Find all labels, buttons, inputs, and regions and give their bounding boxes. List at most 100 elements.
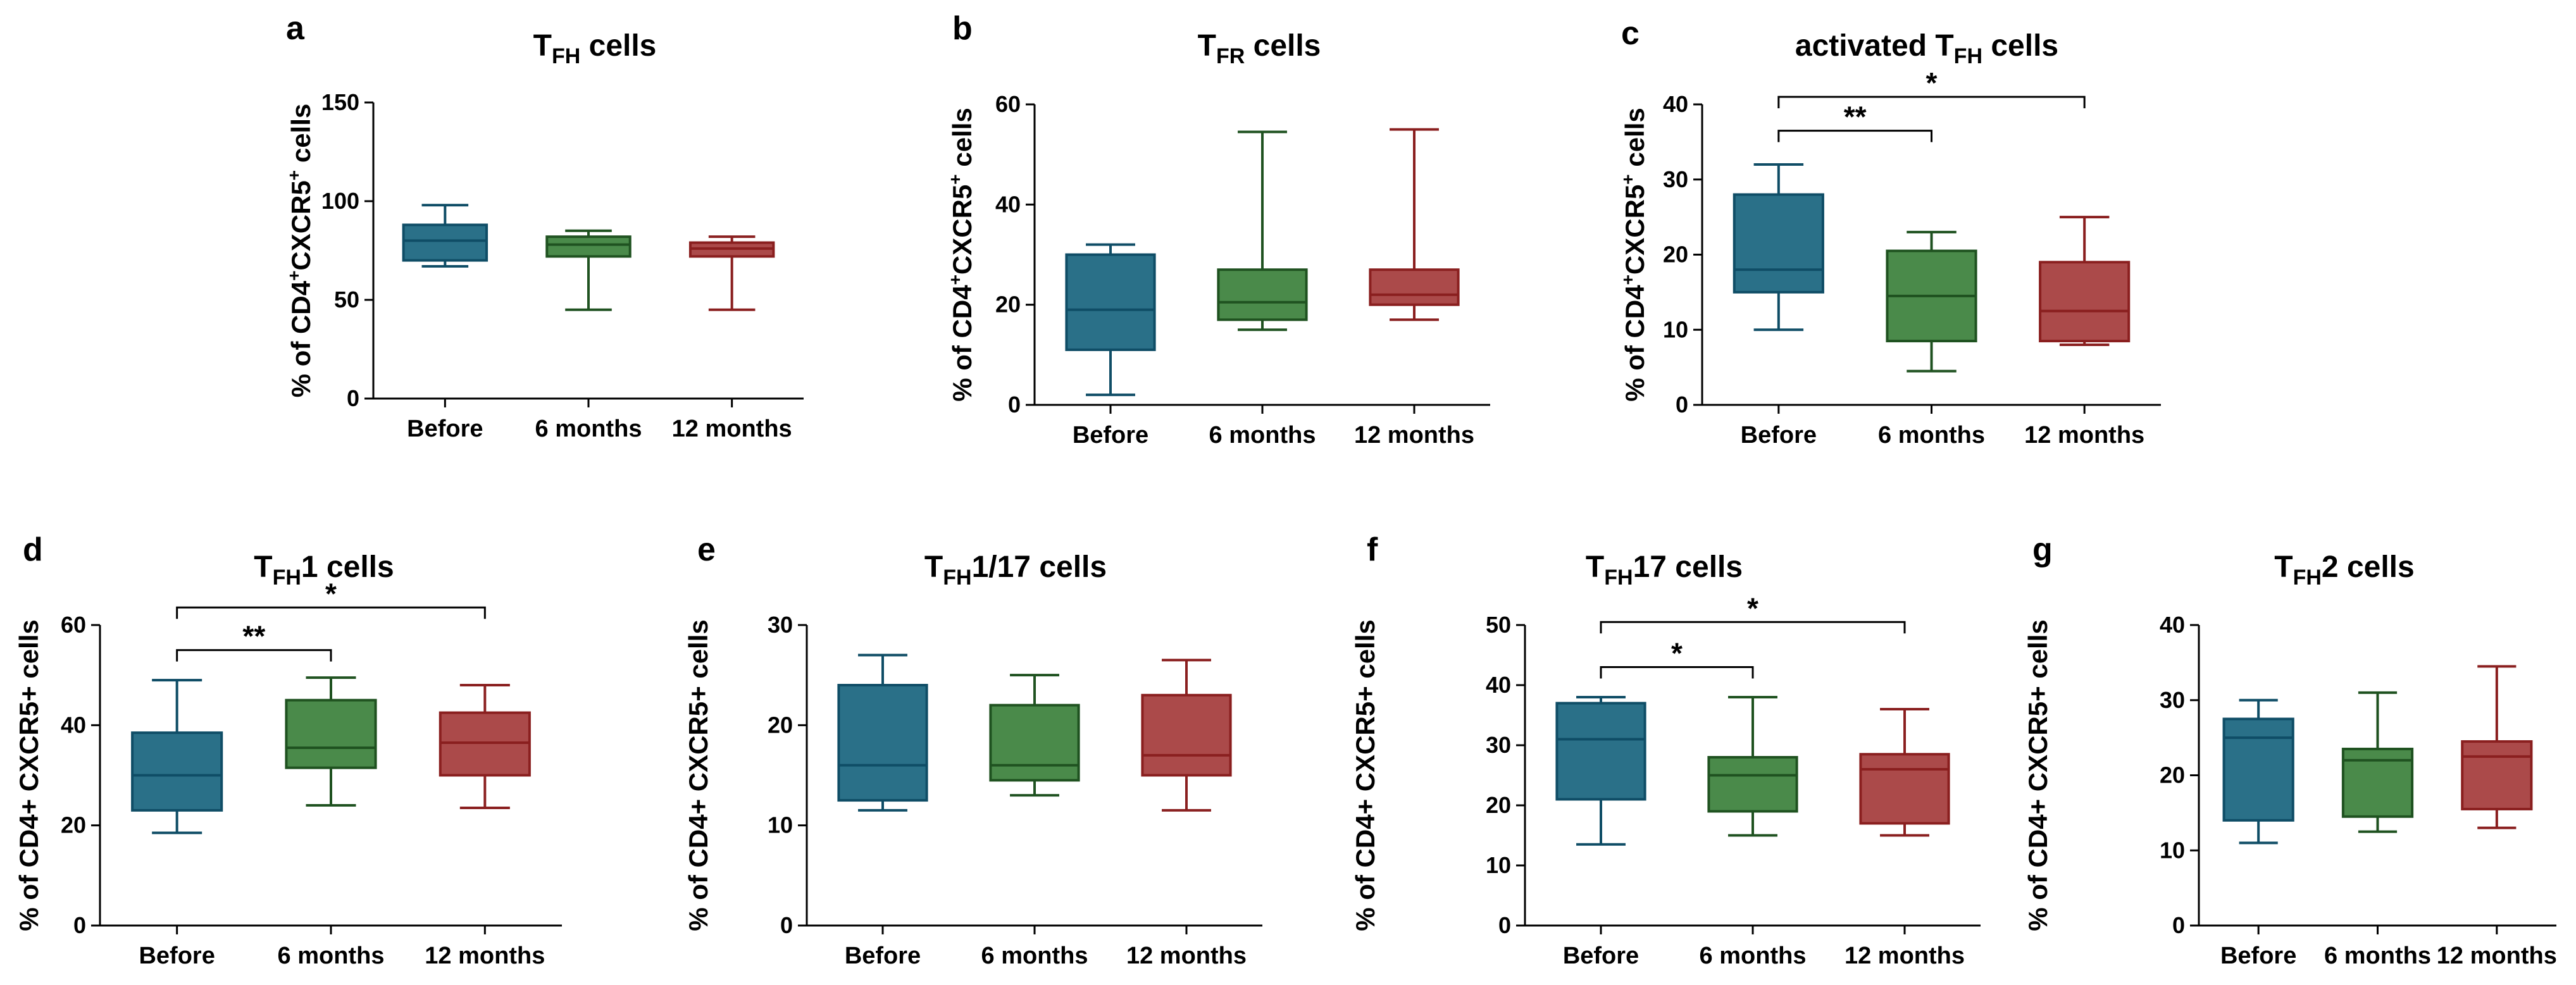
iqr-box bbox=[1859, 753, 1950, 825]
y-tick-label: 10 bbox=[1486, 852, 1511, 878]
box-3 bbox=[1859, 708, 1950, 837]
y-axis-label: % of CD4+CXCR5+ cells bbox=[284, 104, 316, 398]
x-tick-label: 6 months bbox=[1878, 422, 1985, 449]
y-tick-label: 30 bbox=[2160, 687, 2185, 713]
iqr-box bbox=[2222, 717, 2294, 822]
iqr-box bbox=[285, 698, 377, 769]
y-tick-label: 30 bbox=[768, 612, 793, 638]
y-tick-label: 60 bbox=[995, 91, 1021, 117]
iqr-box bbox=[2039, 261, 2131, 343]
chart-title: TFH1 cells bbox=[254, 550, 394, 590]
panel-b: b TFR cells % of CD4+CXCR5+ cells 0 20 40 60 Be… bbox=[945, 10, 1490, 449]
y-tick-label: 20 bbox=[995, 292, 1021, 318]
x-tick-label: Before bbox=[2220, 943, 2296, 969]
box-1 bbox=[2222, 698, 2294, 845]
chart-title: TFR cells bbox=[1198, 29, 1321, 68]
box-3 bbox=[1141, 659, 1232, 812]
chart-title: activated TFH cells bbox=[1795, 29, 2058, 68]
significance-label: * bbox=[325, 577, 337, 610]
iqr-box bbox=[1217, 268, 1308, 321]
x-tick-label: Before bbox=[1073, 422, 1148, 449]
panel-e: e TFH1/17 cells % of CD4+ CXCR5+ cells 0 10 2… bbox=[683, 531, 1262, 969]
iqr-box bbox=[545, 235, 632, 258]
box-2 bbox=[285, 676, 377, 807]
panel-letter: b bbox=[952, 10, 973, 47]
panel-letter: g bbox=[2032, 531, 2053, 568]
significance-bracket: * bbox=[1600, 592, 1906, 634]
box-1 bbox=[402, 204, 488, 268]
y-tick-label: 30 bbox=[1663, 166, 1688, 192]
x-tick-label: Before bbox=[407, 416, 483, 442]
box-3 bbox=[688, 235, 775, 311]
y-axis-label: % of CD4+ CXCR5+ cells bbox=[1350, 619, 1380, 931]
y-tick-label: 0 bbox=[1498, 912, 1511, 938]
significance-label: * bbox=[1926, 66, 1938, 99]
x-tick-label: Before bbox=[1741, 422, 1817, 449]
significance-bracket: * bbox=[176, 577, 486, 619]
x-tick-label: 6 months bbox=[535, 416, 642, 442]
y-tick-label: 50 bbox=[334, 287, 359, 313]
x-tick-label: Before bbox=[1563, 943, 1639, 969]
y-tick-label: 40 bbox=[61, 712, 86, 738]
iqr-box bbox=[1141, 693, 1232, 777]
box-1 bbox=[1065, 243, 1156, 397]
y-tick-label: 10 bbox=[1663, 316, 1688, 342]
y-axis-label: % of CD4+CXCR5+ cells bbox=[945, 108, 977, 402]
panel-letter: d bbox=[23, 531, 43, 568]
y-tick-label: 40 bbox=[995, 191, 1021, 217]
chart-title: TFH2 cells bbox=[2274, 550, 2414, 590]
y-tick-label: 20 bbox=[2160, 762, 2185, 788]
y-tick-label: 40 bbox=[1486, 672, 1511, 698]
iqr-box bbox=[837, 684, 928, 802]
panel-c: c activated TFH cells % of CD4+CXCR5+ cell… bbox=[1618, 15, 2161, 449]
box-1 bbox=[837, 654, 928, 812]
x-tick-label: Before bbox=[845, 943, 921, 969]
box-2 bbox=[1217, 130, 1308, 331]
iqr-box bbox=[402, 223, 488, 262]
y-tick-label: 20 bbox=[1663, 242, 1688, 268]
y-axis-label: % of CD4+ CXCR5+ cells bbox=[2023, 619, 2053, 931]
box-1 bbox=[1555, 696, 1646, 846]
x-tick-label: Before bbox=[139, 943, 215, 969]
y-tick-label: 20 bbox=[1486, 792, 1511, 818]
y-tick-label: 20 bbox=[768, 712, 793, 738]
panel-d: d TFH1 cells % of CD4+ CXCR5+ cells 0 20 40 60… bbox=[14, 531, 562, 969]
y-tick-label: 60 bbox=[61, 612, 86, 638]
box-1 bbox=[1733, 163, 1824, 331]
y-tick-label: 40 bbox=[2160, 612, 2185, 638]
x-tick-label: 12 months bbox=[1126, 943, 1247, 969]
x-tick-label: 12 months bbox=[1354, 422, 1474, 449]
x-tick-label: 12 months bbox=[425, 943, 545, 969]
x-tick-label: 6 months bbox=[278, 943, 385, 969]
panel-g: g TFH2 cells % of CD4+ CXCR5+ cells 0 10 20 30… bbox=[2023, 531, 2557, 969]
box-1 bbox=[131, 679, 223, 834]
box-2 bbox=[1707, 696, 1798, 837]
significance-bracket: * bbox=[1777, 66, 2086, 109]
y-tick-label: 0 bbox=[2172, 912, 2185, 938]
significance-bracket: * bbox=[1600, 637, 1754, 679]
box-2 bbox=[2341, 691, 2414, 833]
iqr-box bbox=[1369, 268, 1460, 306]
panel-f: f TFH17 cells % of CD4+ CXCR5+ cells 0 10 20 3… bbox=[1350, 531, 1981, 969]
x-tick-label: 6 months bbox=[1209, 422, 1316, 449]
chart-title: TFH cells bbox=[533, 29, 657, 68]
x-tick-label: 6 months bbox=[981, 943, 1088, 969]
y-tick-label: 30 bbox=[1486, 732, 1511, 758]
y-tick-label: 10 bbox=[768, 812, 793, 838]
y-tick-label: 0 bbox=[780, 912, 793, 938]
y-tick-label: 150 bbox=[321, 89, 359, 115]
significance-label: ** bbox=[242, 620, 265, 653]
y-axis-label: % of CD4+CXCR5+ cells bbox=[1618, 108, 1650, 402]
box-3 bbox=[439, 684, 531, 809]
iqr-box bbox=[131, 731, 223, 812]
iqr-box bbox=[2461, 740, 2533, 810]
panel-letter: f bbox=[1367, 531, 1378, 568]
x-tick-label: 6 months bbox=[1700, 943, 1807, 969]
significance-label: * bbox=[1747, 592, 1758, 624]
iqr-box bbox=[1555, 702, 1646, 801]
y-tick-label: 10 bbox=[2160, 837, 2185, 863]
x-tick-label: 6 months bbox=[2324, 943, 2431, 969]
x-tick-label: 12 months bbox=[1845, 943, 1965, 969]
panel-letter: c bbox=[1621, 15, 1640, 52]
